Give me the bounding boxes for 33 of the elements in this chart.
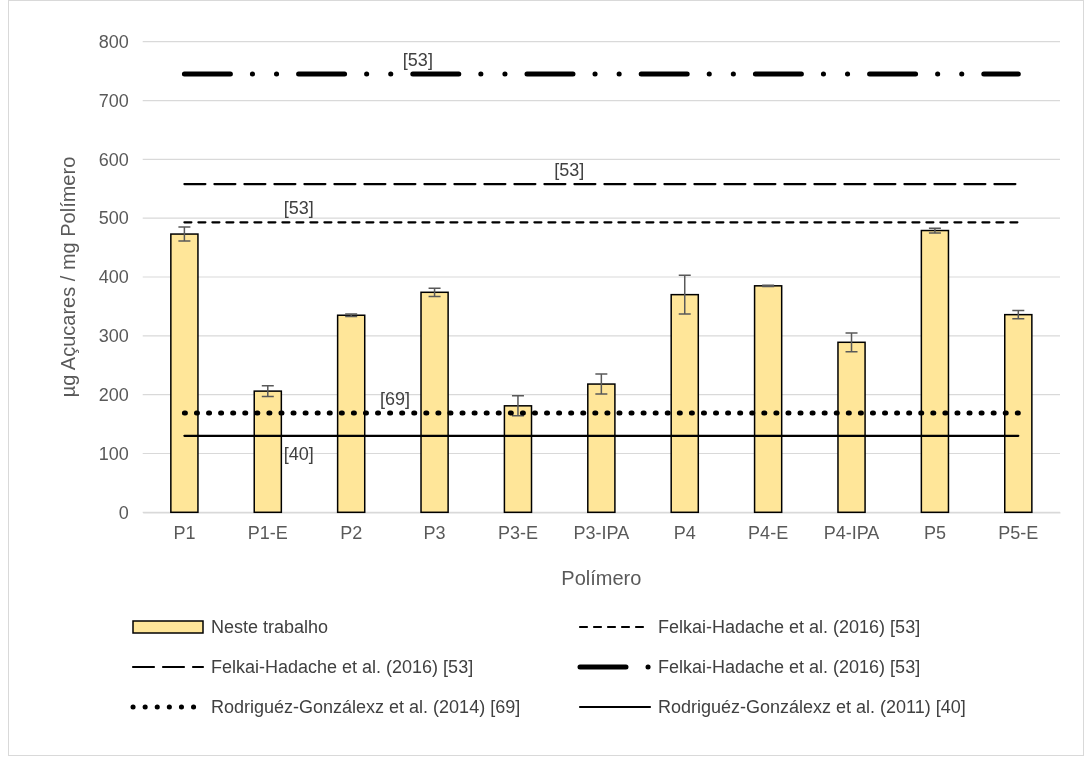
annotation: [40] (283, 443, 314, 464)
x-tick-label: P4-IPA (823, 523, 880, 544)
y-tick-label: 100 (98, 443, 129, 464)
x-tick-label: P4 (673, 523, 696, 544)
legend-label: Felkai-Hadache et al. (2016) [53] (211, 657, 474, 677)
x-tick-label: P5 (923, 523, 946, 544)
x-tick-label: P3 (423, 523, 446, 544)
x-tick-label: P3-IPA (573, 523, 630, 544)
x-tick-label: P1 (173, 523, 196, 544)
y-tick-label: 700 (98, 90, 129, 111)
legend-label: Rodriguéz-Gonzálexz et al. (2014) [69] (211, 697, 521, 717)
annotation: [53] (283, 198, 314, 219)
annotation: [69] (379, 388, 410, 409)
x-tick-label: P1-E (247, 523, 288, 544)
x-tick-label: P4-E (748, 523, 789, 544)
x-tick-label: P5-E (998, 523, 1039, 544)
legend-label: Felkai-Hadache et al. (2016) [53] (658, 657, 921, 677)
legend-label: Felkai-Hadache et al. (2016) [53] (658, 617, 921, 637)
x-axis-title: Polímero (561, 567, 642, 589)
y-tick-label: 300 (98, 326, 129, 347)
y-tick-label: 0 (118, 502, 129, 523)
y-tick-label: 500 (98, 208, 129, 229)
annotation: [53] (402, 50, 433, 71)
legend-label: Neste trabalho (211, 617, 329, 637)
x-tick-label: P2 (340, 523, 363, 544)
annotation: [53] (554, 160, 585, 181)
y-tick-label: 200 (98, 384, 129, 405)
y-axis-title: µg Açucares / mg Polímero (57, 156, 79, 398)
legend-label: Rodriguéz-Gonzálexz et al. (2011) [40] (658, 697, 966, 717)
y-tick-label: 600 (98, 149, 129, 170)
y-tick-label: 400 (98, 267, 129, 288)
x-tick-label: P3-E (497, 523, 538, 544)
y-tick-label: 800 (98, 31, 129, 52)
